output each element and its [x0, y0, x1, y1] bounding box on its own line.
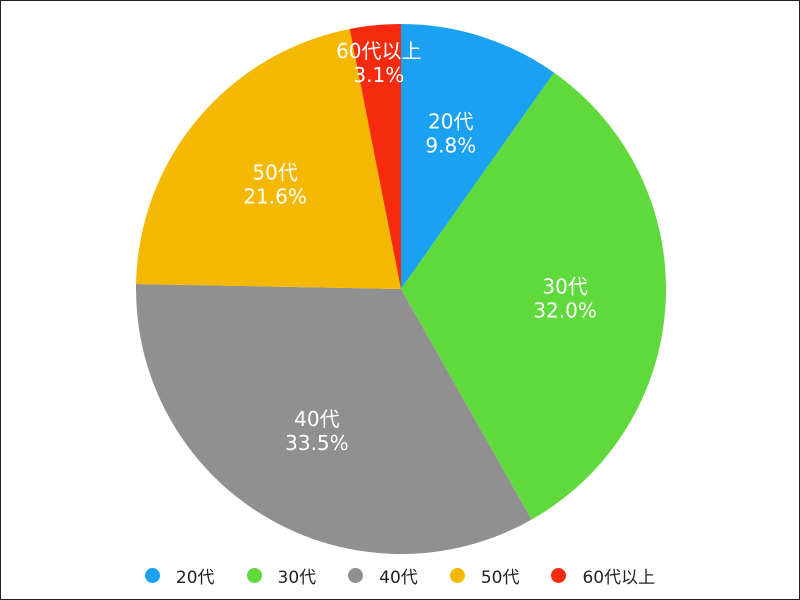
slice-category-label: 40代 [294, 407, 339, 431]
legend-item: 40代 [348, 563, 418, 588]
legend-label: 20代 [175, 567, 215, 588]
legend-marker [449, 567, 465, 583]
slice-value-label: 33.5% [285, 431, 349, 455]
legend-marker [246, 567, 262, 583]
pie-slice [136, 29, 402, 289]
legend-label: 30代 [277, 567, 317, 588]
legend-item: 50代 [449, 563, 520, 588]
pie-slice [401, 72, 667, 520]
slice-value-label: 9.8% [425, 133, 476, 157]
slice-category-label: 30代 [542, 274, 587, 298]
legend-marker [144, 567, 160, 583]
legend-item: 30代 [246, 563, 317, 588]
slice-category-label: 20代 [428, 109, 473, 133]
pie-slice [401, 24, 555, 289]
legend-marker [348, 567, 364, 583]
slice-value-label: 21.6% [243, 185, 307, 209]
slice-category-label: 60代以上 [336, 39, 421, 63]
pie-slice [349, 24, 401, 289]
legend: 20代 30代 40代 50代 60代以上 [0, 561, 800, 589]
pie-slice [136, 284, 532, 554]
legend-label: 40代 [379, 567, 418, 588]
pie-slices [136, 24, 667, 554]
legend-label: 50代 [480, 567, 520, 588]
legend-item: 60代以上 [551, 563, 655, 588]
legend-label: 60代以上 [582, 567, 656, 588]
legend-item: 20代 [144, 563, 215, 588]
slice-category-label: 50代 [252, 161, 297, 185]
slice-value-label: 32.0% [533, 298, 597, 322]
slice-value-label: 3.1% [353, 63, 404, 87]
legend-marker [551, 567, 567, 583]
